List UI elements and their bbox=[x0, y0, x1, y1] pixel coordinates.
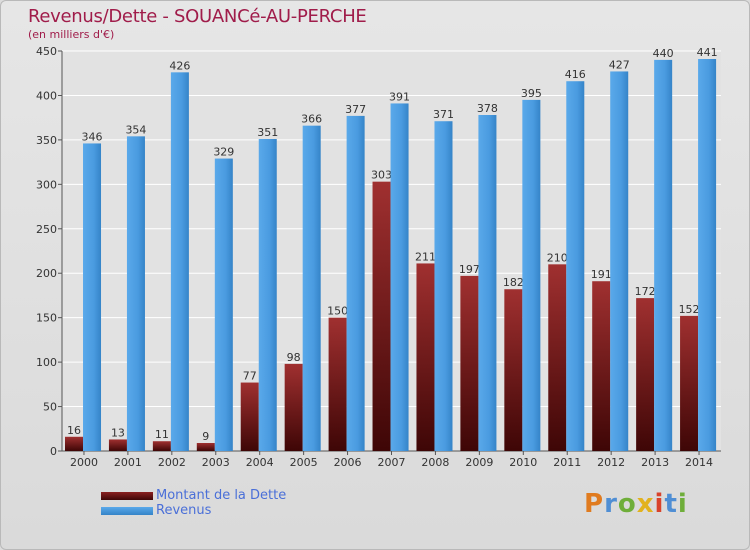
bar-dette bbox=[372, 181, 391, 451]
x-tick-label: 2003 bbox=[202, 456, 230, 469]
data-label: 377 bbox=[345, 103, 366, 116]
y-tick-label: 400 bbox=[36, 89, 57, 102]
x-tick-label: 2007 bbox=[378, 456, 406, 469]
bar-dette bbox=[240, 382, 259, 451]
bar-revenus bbox=[258, 139, 277, 451]
legend-label-dette: Montant de la Dette bbox=[156, 488, 287, 503]
x-tick-label: 2014 bbox=[685, 456, 713, 469]
bar-revenus bbox=[126, 136, 145, 452]
y-tick-label: 150 bbox=[36, 312, 57, 325]
legend-swatch-revenus bbox=[101, 507, 153, 515]
x-tick-label: 2001 bbox=[114, 456, 142, 469]
bar-dette bbox=[284, 363, 303, 451]
bar-dette bbox=[504, 289, 523, 451]
data-label: 371 bbox=[433, 108, 454, 121]
bar-dette bbox=[680, 315, 699, 451]
legend-label-revenus: Revenus bbox=[156, 503, 212, 518]
bar-dette bbox=[460, 275, 479, 451]
y-tick-label: 250 bbox=[36, 223, 57, 236]
bar-dette bbox=[328, 317, 347, 451]
y-tick-label: 350 bbox=[36, 134, 57, 147]
data-label: 172 bbox=[635, 285, 656, 298]
bar-revenus bbox=[170, 72, 189, 451]
legend-swatch-dette bbox=[101, 492, 153, 500]
x-tick-label: 2005 bbox=[290, 456, 318, 469]
data-label: 427 bbox=[609, 58, 630, 71]
bar-revenus bbox=[302, 125, 321, 452]
bar-revenus bbox=[346, 115, 365, 451]
data-label: 197 bbox=[459, 263, 480, 276]
y-tick-label: 300 bbox=[36, 178, 57, 191]
y-tick-label: 50 bbox=[43, 401, 57, 414]
bar-revenus bbox=[478, 115, 497, 451]
data-label: 440 bbox=[653, 47, 674, 60]
data-label: 346 bbox=[82, 130, 103, 143]
data-label: 441 bbox=[697, 46, 718, 59]
bar-revenus bbox=[654, 59, 673, 452]
x-tick-label: 2000 bbox=[70, 456, 98, 469]
bar-dette bbox=[636, 298, 655, 451]
data-label: 303 bbox=[371, 169, 392, 182]
chart-subtitle: (en milliers d'€) bbox=[28, 28, 115, 41]
data-label: 395 bbox=[521, 87, 542, 100]
chart-title: Revenus/Dette - SOUANCé-AU-PERCHE bbox=[28, 6, 367, 27]
bar-revenus bbox=[83, 143, 102, 451]
data-label: 210 bbox=[547, 251, 568, 264]
y-tick-label: 450 bbox=[36, 45, 57, 58]
x-tick-label: 2002 bbox=[158, 456, 186, 469]
data-label: 9 bbox=[202, 430, 209, 443]
data-label: 13 bbox=[111, 426, 125, 439]
data-label: 150 bbox=[327, 305, 348, 318]
data-label: 416 bbox=[565, 68, 586, 81]
bar-dette bbox=[592, 281, 611, 451]
data-label: 378 bbox=[477, 102, 498, 115]
x-tick-label: 2004 bbox=[246, 456, 274, 469]
y-tick-label: 0 bbox=[50, 445, 57, 458]
data-label: 98 bbox=[287, 351, 301, 364]
x-tick-label: 2012 bbox=[597, 456, 625, 469]
data-label: 366 bbox=[301, 113, 322, 126]
x-tick-label: 2011 bbox=[553, 456, 581, 469]
bar-dette bbox=[548, 264, 567, 451]
data-label: 77 bbox=[243, 370, 257, 383]
x-tick-label: 2009 bbox=[465, 456, 493, 469]
bar-dette bbox=[196, 443, 215, 451]
data-label: 211 bbox=[415, 250, 436, 263]
bar-revenus bbox=[390, 103, 409, 451]
data-label: 426 bbox=[169, 59, 190, 72]
data-label: 351 bbox=[257, 126, 278, 139]
bar-dette bbox=[152, 441, 171, 451]
data-label: 16 bbox=[67, 424, 81, 437]
bar-revenus bbox=[214, 158, 233, 452]
data-label: 354 bbox=[125, 123, 146, 136]
bar-dette bbox=[65, 436, 84, 451]
data-label: 152 bbox=[679, 303, 700, 316]
proxiti-logo: Proxiti bbox=[584, 489, 688, 519]
data-label: 391 bbox=[389, 90, 410, 103]
bar-revenus bbox=[434, 121, 453, 451]
x-tick-label: 2010 bbox=[509, 456, 537, 469]
data-label: 182 bbox=[503, 276, 524, 289]
bar-revenus bbox=[566, 81, 585, 451]
bar-revenus bbox=[522, 99, 541, 451]
bar-revenus bbox=[610, 71, 629, 451]
x-tick-label: 2013 bbox=[641, 456, 669, 469]
data-label: 191 bbox=[591, 268, 612, 281]
y-tick-label: 100 bbox=[36, 356, 57, 369]
bar-revenus bbox=[698, 59, 717, 451]
bar-dette bbox=[416, 263, 435, 451]
x-tick-label: 2008 bbox=[421, 456, 449, 469]
y-tick-label: 200 bbox=[36, 267, 57, 280]
bar-dette bbox=[108, 439, 127, 451]
x-tick-label: 2006 bbox=[334, 456, 362, 469]
data-label: 11 bbox=[155, 428, 169, 441]
data-label: 329 bbox=[213, 146, 234, 159]
